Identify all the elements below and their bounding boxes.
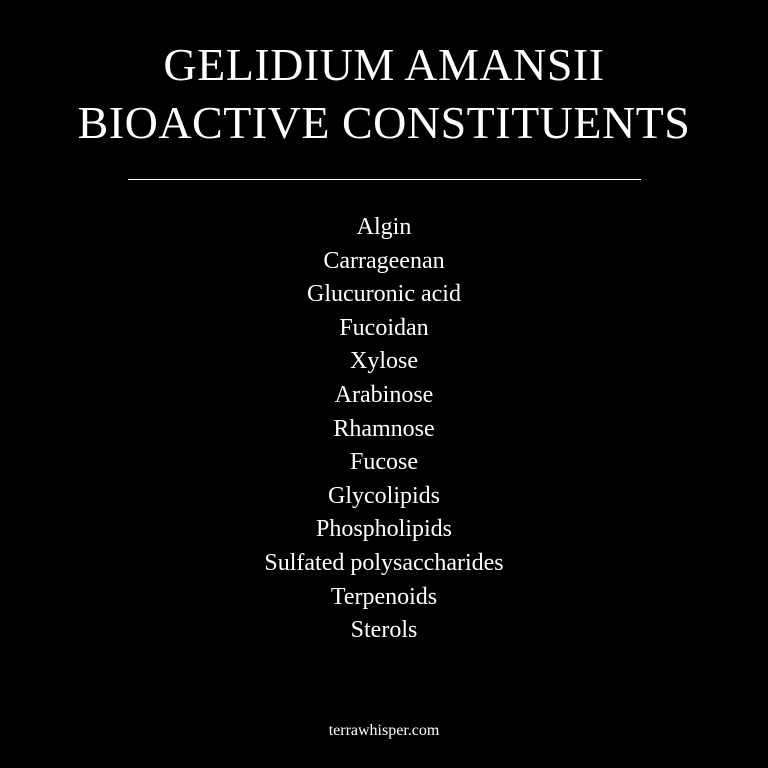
list-item: Glucuronic acid	[307, 281, 461, 308]
list-item: Carrageenan	[323, 247, 445, 274]
list-item: Fucoidan	[339, 314, 429, 341]
list-item: Terpenoids	[330, 583, 438, 610]
list-item: Algin	[356, 214, 412, 240]
list-item: Arabinose	[334, 381, 434, 408]
list-item: Rhamnose	[333, 415, 435, 442]
page-title: GELIDIUM AMANSII BIOACTIVE CONSTITUENTS	[0, 36, 768, 152]
list-item: Sulfated polysaccharides	[264, 549, 504, 576]
list-item: Xylose	[350, 348, 418, 375]
title-line-2: BIOACTIVE CONSTITUENTS	[77, 97, 691, 148]
footer-site-credit: terrawhisper.com	[328, 722, 440, 739]
constituents-list: Algin Carrageenan Glucuronic acid Fucoid…	[0, 211, 768, 648]
list-item: Phospholipids	[315, 516, 453, 543]
title-line-1: GELIDIUM AMANSII	[163, 39, 605, 90]
title-divider	[128, 179, 641, 180]
list-item: Sterols	[350, 617, 418, 644]
list-item: Fucose	[350, 449, 418, 476]
list-item: Glycolipids	[328, 482, 440, 509]
